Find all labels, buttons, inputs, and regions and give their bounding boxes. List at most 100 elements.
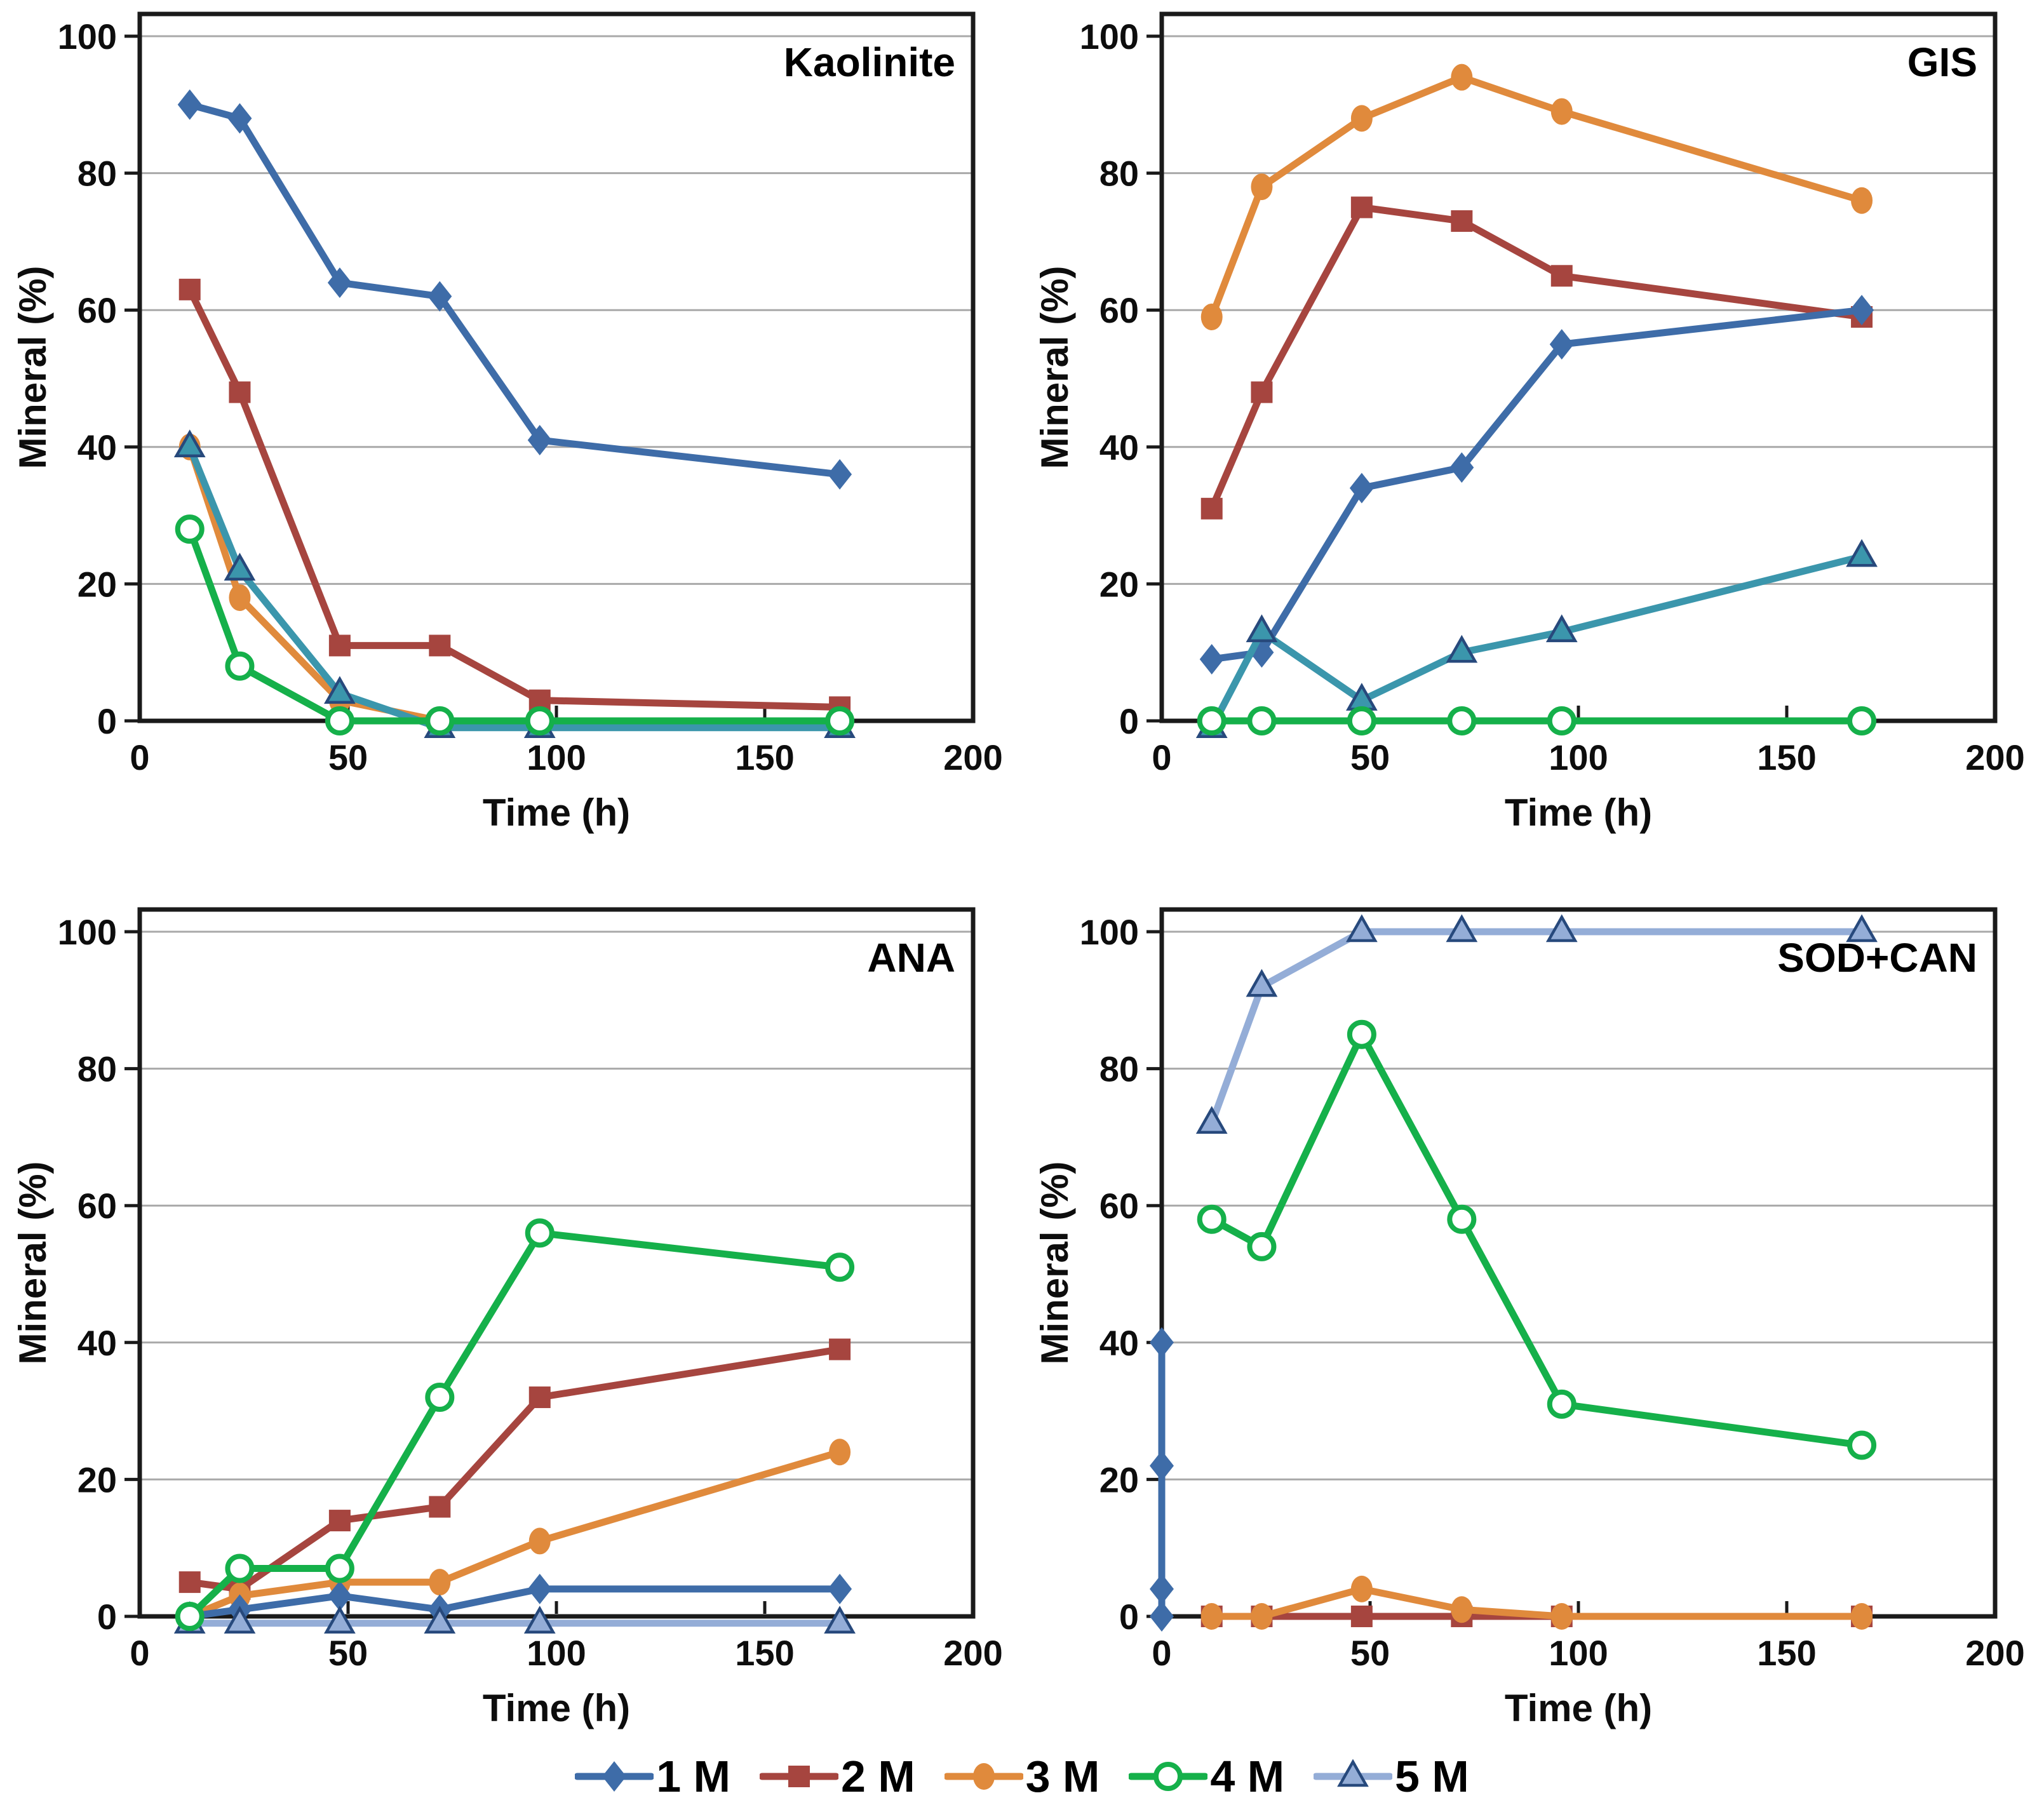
series-marker-3m	[1451, 1596, 1473, 1623]
series-marker-1m	[1850, 295, 1874, 326]
series-marker-4m	[1197, 706, 1227, 735]
legend-item-4m: 4 M	[1129, 1748, 1284, 1804]
series-marker-4m	[175, 514, 205, 544]
series-marker-3m	[528, 1527, 551, 1555]
series-marker-3m	[1200, 1603, 1223, 1630]
chart-panel-kaolinite: 0 20 40 60 80 100 0 50 100 150 200 Time (h) Mineral …	[11, 11, 1003, 834]
series-line-2m	[186, 286, 844, 711]
panel-title: ANA	[867, 935, 955, 981]
series-marker-1m	[527, 425, 552, 456]
series-marker-5m	[324, 676, 356, 704]
series-marker-5m	[1545, 914, 1578, 943]
x-axis-tick-label: 100	[1549, 1633, 1608, 1673]
y-axis-tick-label: 60	[77, 1186, 117, 1226]
y-axis-tick-label: 100	[58, 912, 117, 952]
y-axis-tick-label: 60	[77, 290, 117, 330]
x-axis-tick-label: 0	[130, 737, 149, 777]
series-marker-2m	[328, 1510, 351, 1532]
series-marker-5m	[1195, 1106, 1228, 1134]
y-axis-tick-label: 80	[1099, 1049, 1139, 1089]
y-axis-tick-label: 0	[1119, 701, 1139, 741]
series-marker-2m	[328, 634, 351, 657]
legend-marker-3m-icon	[944, 1762, 1023, 1790]
legend-item-1m: 1 M	[575, 1748, 730, 1804]
y-axis-tick-label: 60	[1099, 290, 1139, 330]
x-axis-title: Time (h)	[483, 1687, 630, 1729]
y-axis-tick-label: 0	[97, 1597, 117, 1637]
series-marker-3m	[1851, 187, 1873, 214]
legend-item-3m: 3 M	[944, 1748, 1100, 1804]
y-axis-tick-label: 20	[77, 564, 117, 604]
series-marker-1m	[1349, 473, 1374, 504]
series-marker-1m	[1150, 1573, 1174, 1604]
series-marker-5m	[173, 429, 206, 458]
series-line-3m	[1208, 74, 1866, 321]
legend-label: 1 M	[656, 1751, 730, 1801]
row-gap	[0, 845, 2044, 896]
series-marker-2m	[1200, 497, 1223, 520]
series-marker-4m	[225, 1554, 255, 1583]
y-axis-title: Mineral (%)	[1033, 265, 1076, 469]
series-line-4m	[186, 525, 844, 725]
legend-marker-4m-icon	[1129, 1761, 1208, 1791]
series-marker-4m	[325, 706, 354, 735]
chart-panel-gis: 0 20 40 60 80 100 0 50 100 150 200 Time (h) Mineral …	[1033, 11, 2025, 834]
series-marker-5m	[1846, 539, 1878, 567]
series-marker-4m	[525, 706, 555, 735]
plot-border	[1159, 907, 1998, 1619]
series-marker-1m	[828, 459, 852, 490]
series-marker-4m	[525, 1218, 555, 1248]
legend-marker-shape	[1153, 1761, 1183, 1791]
x-axis-tick-label: 50	[1350, 1633, 1390, 1673]
series-marker-3m	[1451, 64, 1473, 91]
series-line-1m	[186, 101, 844, 478]
series-marker-3m	[1851, 1603, 1873, 1630]
x-axis-title: Time (h)	[483, 791, 630, 834]
series-marker-5m	[1545, 614, 1578, 643]
legend-marker-shape	[602, 1761, 627, 1792]
y-axis-tick-label: 40	[77, 427, 117, 467]
series-marker-5m	[424, 1606, 456, 1634]
series-marker-1m	[828, 1573, 852, 1604]
panel-title: Kaolinite	[784, 39, 955, 85]
y-axis-tick-label: 40	[1099, 427, 1139, 467]
series-marker-4m	[1847, 1430, 1877, 1460]
series-marker-1m	[327, 267, 352, 299]
plot-border	[137, 11, 976, 723]
series-marker-1m	[1150, 1327, 1174, 1358]
x-axis-tick-label: 0	[130, 1633, 149, 1673]
series-marker-4m	[825, 706, 855, 735]
x-axis-tick-label: 150	[1757, 737, 1816, 777]
series-line-1m	[186, 1585, 844, 1620]
y-axis-title: Mineral (%)	[11, 1161, 54, 1364]
y-axis-tick-label: 20	[1099, 1460, 1139, 1500]
legend-marker-shape	[788, 1765, 810, 1787]
series-marker-5m	[1346, 914, 1378, 943]
series-marker-4m	[1247, 1231, 1277, 1261]
legend-marker-shape	[1337, 1758, 1369, 1787]
series-marker-2m	[1350, 196, 1373, 218]
series-marker-4m	[1347, 706, 1376, 735]
series-marker-3m	[1251, 1603, 1273, 1630]
series-marker-5m	[224, 1606, 256, 1634]
legend-label: 3 M	[1025, 1751, 1100, 1801]
x-axis-tick-label: 200	[1965, 1633, 2024, 1673]
series-marker-1m	[527, 1573, 552, 1604]
series-marker-4m	[1197, 1204, 1227, 1234]
series-marker-1m	[1249, 637, 1274, 668]
x-axis-tick-label: 0	[1152, 737, 1171, 777]
series-marker-2m	[429, 1496, 451, 1518]
series-marker-5m	[1246, 969, 1278, 997]
x-axis-tick-label: 50	[328, 1633, 368, 1673]
panel-title: GIS	[1907, 39, 1977, 85]
series-marker-5m	[1246, 614, 1278, 643]
y-axis-tick-label: 20	[77, 1460, 117, 1500]
series-marker-3m	[429, 1569, 451, 1596]
series-marker-3m	[1251, 173, 1273, 201]
legend-label: 2 M	[840, 1751, 915, 1801]
series-marker-1m	[177, 89, 202, 120]
y-axis-tick-label: 60	[1099, 1186, 1139, 1226]
y-axis-tick-label: 100	[58, 17, 117, 57]
series-marker-4m	[1447, 706, 1477, 735]
y-axis-tick-label: 100	[1080, 912, 1139, 952]
